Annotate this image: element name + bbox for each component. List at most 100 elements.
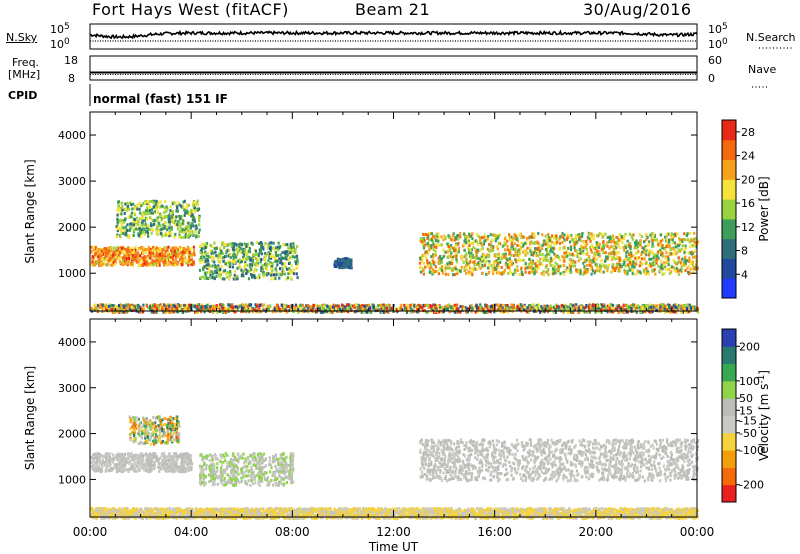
backscatter-cell: [290, 264, 293, 268]
backscatter-cell: [165, 258, 169, 262]
backscatter-cell: [217, 264, 220, 268]
backscatter-cell: [574, 260, 577, 264]
backscatter-cell: [103, 250, 106, 254]
backscatter-cell: [590, 307, 593, 311]
backscatter-cell: [294, 306, 297, 310]
backscatter-cell: [444, 272, 447, 276]
backscatter-cell: [171, 250, 174, 254]
backscatter-cell: [589, 239, 592, 243]
backscatter-cell: [213, 247, 216, 251]
backscatter-cell: [490, 264, 493, 268]
backscatter-cell: [577, 270, 580, 274]
backscatter-cell: [180, 227, 183, 231]
backscatter-cell: [196, 199, 199, 203]
backscatter-cell: [126, 205, 129, 209]
backscatter-cell: [267, 243, 270, 247]
backscatter-cell: [514, 250, 517, 254]
backscatter-cell: [531, 307, 534, 311]
backscatter-cell: [550, 259, 553, 263]
backscatter-cell: [177, 251, 180, 255]
backscatter-cell: [240, 259, 243, 263]
backscatter-cell: [159, 232, 162, 236]
backscatter-cell: [479, 267, 482, 270]
backscatter-cell: [417, 310, 420, 314]
backscatter-cell: [387, 310, 390, 314]
backscatter-cell: [455, 267, 458, 271]
backscatter-cell: [537, 303, 540, 307]
backscatter-cell: [538, 245, 541, 249]
backscatter-cell: [480, 305, 483, 309]
backscatter-cell: [691, 306, 694, 310]
backscatter-cell: [239, 304, 242, 308]
backscatter-cell: [277, 248, 280, 252]
backscatter-cell: [133, 257, 136, 260]
backscatter-cell: [164, 215, 167, 218]
backscatter-cell: [165, 233, 169, 237]
backscatter-cell: [628, 232, 631, 236]
backscatter-cell: [289, 251, 292, 255]
backscatter-cell: [478, 308, 482, 311]
backscatter-cell: [679, 268, 682, 272]
backscatter-cell: [127, 253, 130, 257]
backscatter-cell: [653, 234, 657, 238]
backscatter-cell: [640, 250, 644, 254]
backscatter-cell: [668, 251, 671, 255]
backscatter-cell: [217, 266, 220, 270]
backscatter-cell: [255, 257, 258, 261]
y-tick-label: 1000: [58, 267, 86, 280]
backscatter-cell: [432, 271, 435, 275]
backscatter-cell: [331, 311, 334, 314]
backscatter-cell: [148, 262, 151, 266]
backscatter-cell: [184, 303, 187, 307]
backscatter-cell: [570, 306, 573, 310]
backscatter-cell: [219, 248, 222, 252]
backscatter-cell: [639, 243, 642, 247]
backscatter-cell: [228, 261, 231, 265]
backscatter-cell: [676, 232, 679, 236]
backscatter-cell: [528, 257, 531, 261]
backscatter-cell: [153, 205, 156, 209]
backscatter-cell: [122, 304, 125, 308]
backscatter-cell: [212, 251, 216, 255]
backscatter-cell: [138, 202, 141, 205]
backscatter-cell: [192, 261, 195, 265]
backscatter-cell: [482, 256, 485, 260]
backscatter-cell: [287, 246, 290, 250]
backscatter-cell: [189, 211, 192, 215]
backscatter-cell: [687, 310, 690, 314]
backscatter-cell: [93, 263, 96, 266]
backscatter-cell: [454, 236, 457, 240]
backscatter-cell: [388, 308, 391, 312]
cpid-label: CPID: [8, 89, 38, 102]
backscatter-cell: [459, 270, 462, 274]
backscatter-cell: [239, 260, 242, 264]
backscatter-cell: [260, 244, 263, 248]
backscatter-cell: [137, 234, 140, 238]
backscatter-cell: [241, 306, 244, 310]
backscatter-cell: [116, 233, 119, 237]
backscatter-cell: [502, 271, 505, 275]
backscatter-cell: [189, 234, 192, 238]
backscatter-cell: [450, 238, 453, 242]
backscatter-cell: [203, 246, 206, 250]
backscatter-cell: [336, 263, 339, 267]
backscatter-cell: [512, 272, 515, 276]
backscatter-cell: [534, 262, 537, 266]
backscatter-cell: [172, 254, 175, 258]
backscatter-cell: [568, 258, 571, 262]
backscatter-cell: [162, 310, 165, 314]
backscatter-cell: [142, 210, 145, 214]
backscatter-cell: [151, 306, 154, 309]
backscatter-cell: [163, 307, 166, 311]
freq-tick-top: 18: [64, 54, 78, 67]
backscatter-cell: [435, 232, 438, 236]
backscatter-cell: [366, 310, 369, 314]
backscatter-cell: [631, 269, 634, 272]
backscatter-cell: [183, 248, 186, 252]
backscatter-cell: [341, 266, 344, 270]
backscatter-cell: [672, 304, 675, 308]
backscatter-cell: [600, 247, 603, 251]
backscatter-cell: [198, 219, 201, 223]
backscatter-cell: [546, 238, 549, 242]
